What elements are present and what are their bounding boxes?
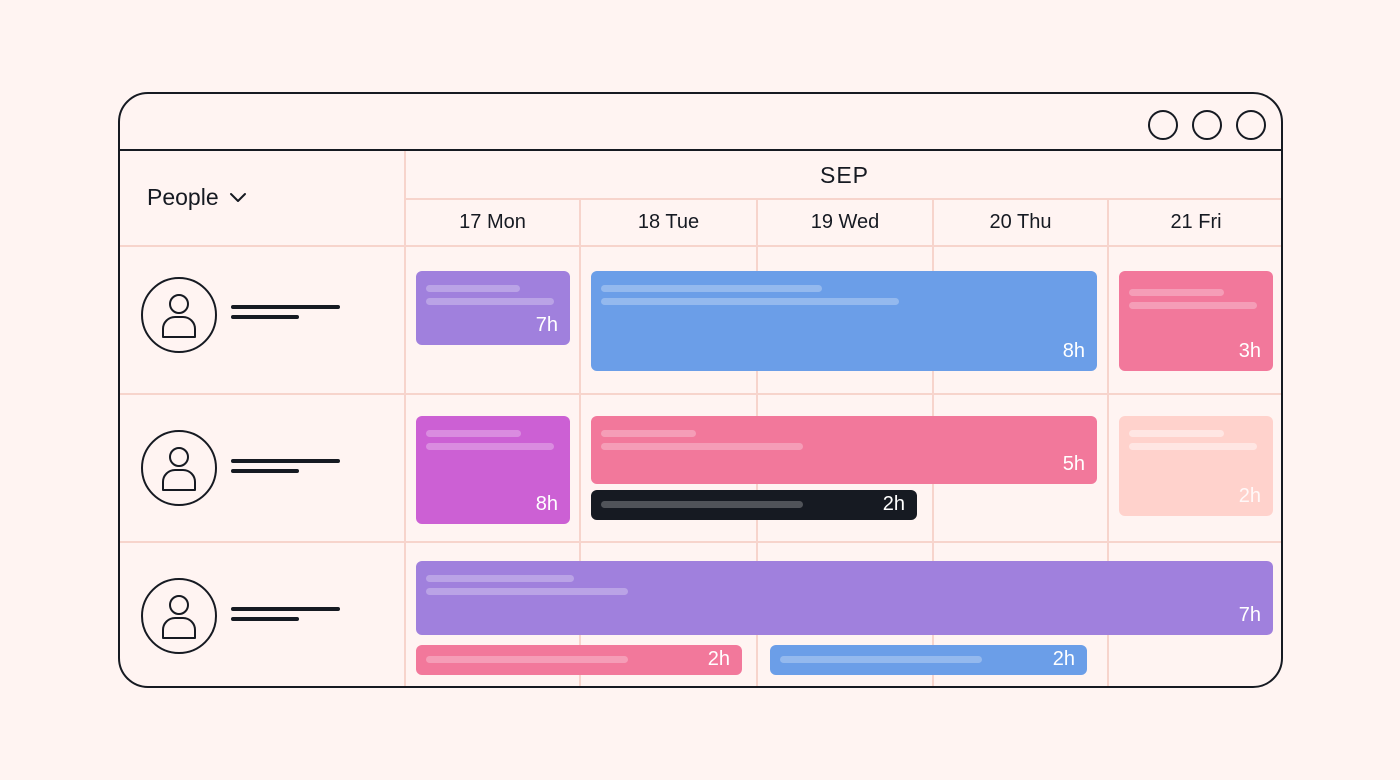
task-hours: 5h <box>1062 453 1085 475</box>
task-hours: 2h <box>1052 648 1075 670</box>
grid-line <box>120 541 1281 543</box>
user-icon <box>162 595 196 639</box>
user-icon <box>162 447 196 491</box>
grid-line <box>579 199 581 686</box>
day-header-21-fri: 21 Fri <box>1170 210 1222 233</box>
task-hours: 7h <box>1238 604 1261 626</box>
month-label: SEP <box>819 161 870 188</box>
avatar <box>141 578 217 654</box>
task-hours: 8h <box>1062 340 1085 362</box>
task-hours: 2h <box>882 493 905 515</box>
title-bar <box>120 94 1281 151</box>
people-dropdown-label: People <box>147 184 219 210</box>
person-name-placeholder <box>231 607 340 621</box>
task-hours: 8h <box>535 493 558 515</box>
grid-line <box>120 393 1281 395</box>
day-header-18-tue: 18 Tue <box>637 210 700 233</box>
window-control-circle-2[interactable] <box>1192 110 1222 140</box>
people-dropdown[interactable]: People <box>147 184 247 211</box>
task-block[interactable]: 2h <box>416 645 742 675</box>
window-control-circle-1[interactable] <box>1148 110 1178 140</box>
task-block[interactable]: 7h <box>416 271 570 345</box>
avatar <box>141 430 217 506</box>
task-block[interactable]: 8h <box>591 271 1097 371</box>
grid-line <box>120 245 1281 247</box>
grid-line <box>1107 199 1109 686</box>
task-block[interactable]: 3h <box>1119 271 1273 371</box>
day-header-19-wed: 19 Wed <box>810 210 880 233</box>
app-window: People SEP 17 Mon 18 Tue 19 Wed 20 Thu 2… <box>118 92 1283 688</box>
user-icon <box>162 294 196 338</box>
chevron-down-icon <box>229 192 246 202</box>
task-hours: 7h <box>535 314 558 336</box>
task-block[interactable]: 8h <box>416 416 570 524</box>
task-block[interactable]: 2h <box>770 645 1087 675</box>
day-header-17-mon: 17 Mon <box>459 210 526 233</box>
grid-line <box>404 151 406 686</box>
avatar <box>141 277 217 353</box>
task-hours: 2h <box>707 648 730 670</box>
task-hours: 2h <box>1238 485 1261 507</box>
task-block[interactable]: 2h <box>1119 416 1273 516</box>
task-hours: 3h <box>1238 340 1261 362</box>
task-block[interactable]: 5h <box>591 416 1097 484</box>
person-name-placeholder <box>231 459 340 473</box>
person-name-placeholder <box>231 305 340 319</box>
window-control-circle-3[interactable] <box>1236 110 1266 140</box>
task-block[interactable]: 2h <box>591 490 917 520</box>
task-block[interactable]: 7h <box>416 561 1273 635</box>
grid-line <box>406 198 1281 200</box>
day-header-20-thu: 20 Thu <box>989 210 1052 233</box>
